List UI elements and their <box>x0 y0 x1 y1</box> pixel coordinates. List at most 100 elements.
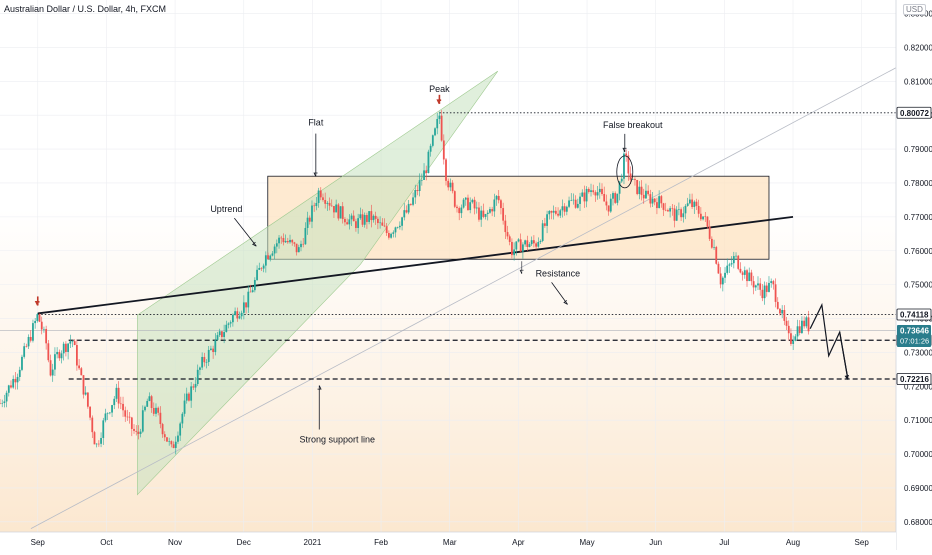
y-tick-label: 0.77000 <box>904 213 932 222</box>
candle-body <box>673 208 676 221</box>
candle-up <box>231 313 234 327</box>
candle-body <box>49 360 52 376</box>
candle-down <box>212 345 215 359</box>
x-tick-label: Sep <box>855 538 870 547</box>
candle-body <box>84 392 87 395</box>
candle-up <box>489 206 491 214</box>
candle-body <box>574 199 577 208</box>
price-axis-bg <box>896 0 932 550</box>
candle-body <box>680 209 682 218</box>
candle-down <box>374 211 377 225</box>
candle-up <box>71 340 74 348</box>
candle-body <box>737 255 740 269</box>
candle-body <box>482 210 485 217</box>
candle-down <box>704 212 707 222</box>
candle-body <box>271 253 274 256</box>
candle-body <box>401 217 403 226</box>
candle-body <box>335 204 338 213</box>
candle-up <box>796 319 799 340</box>
candle-body <box>719 273 722 285</box>
candle-up <box>357 213 360 234</box>
candle-down <box>467 194 469 211</box>
candle-up <box>770 278 773 288</box>
candle-up <box>631 178 634 180</box>
support-trendline <box>30 67 897 529</box>
candle-body <box>25 346 28 347</box>
y-tick-label: 0.82000 <box>904 43 932 52</box>
candle-down <box>236 307 239 322</box>
candle-down <box>500 198 502 215</box>
candle-body <box>242 302 245 313</box>
candle-body <box>623 153 625 179</box>
candle-up <box>598 182 601 199</box>
candle-down <box>697 199 700 218</box>
currency-label[interactable]: USD <box>903 4 926 15</box>
candle-body <box>794 336 797 341</box>
candle-body <box>471 199 474 203</box>
candle-down <box>135 425 138 436</box>
candle-down <box>188 392 190 402</box>
candle-body <box>113 398 116 406</box>
candle-down <box>497 189 500 204</box>
candle-up <box>32 319 34 343</box>
candle-body <box>785 320 788 326</box>
candle-down <box>163 431 166 442</box>
annotation-resistance-arrow-shaft <box>551 282 568 305</box>
candle-down <box>774 278 777 308</box>
candle-body <box>240 312 243 317</box>
candle-up <box>256 265 258 282</box>
peak-arrow-icon <box>34 296 40 306</box>
candle-body <box>691 199 693 208</box>
candle-up <box>418 173 421 197</box>
candle-body <box>313 205 316 207</box>
candle-body <box>669 208 672 212</box>
candle-body <box>403 210 406 218</box>
candle-body <box>69 341 72 344</box>
candle-down <box>642 188 645 204</box>
candle-body <box>286 241 289 243</box>
candle-down <box>680 207 682 222</box>
candle-body <box>739 268 742 273</box>
x-tick-label: Aug <box>786 538 800 547</box>
candle-body <box>715 247 718 264</box>
candle-body <box>350 215 353 220</box>
candle-body <box>511 241 513 256</box>
candle-body <box>95 443 98 445</box>
candle-up <box>651 192 654 207</box>
candle-up <box>34 317 37 329</box>
time-axis-bg <box>0 532 896 550</box>
candle-up <box>427 149 430 174</box>
candle-up <box>216 331 219 341</box>
candle-down <box>161 422 164 438</box>
candle-body <box>144 406 146 411</box>
projection-arrow-shaft <box>839 331 849 380</box>
candle-body <box>658 196 661 209</box>
candle-up <box>18 366 21 382</box>
candle-up <box>541 220 544 243</box>
candle-body <box>264 255 267 266</box>
candle-body <box>238 316 241 319</box>
x-tick-label: Jun <box>649 538 662 547</box>
candle-up <box>317 187 320 208</box>
candle-down <box>322 193 324 202</box>
candle-body <box>372 215 375 221</box>
candle-up <box>475 201 478 214</box>
candle-up <box>379 216 381 229</box>
candle-up <box>522 242 524 259</box>
candle-body <box>119 403 122 405</box>
candle-up <box>102 417 105 445</box>
candle-body <box>469 202 472 211</box>
candle-body <box>660 196 663 204</box>
candle-body <box>297 247 300 253</box>
candle-body <box>702 216 704 220</box>
candle-up <box>269 254 272 262</box>
candle-down <box>425 165 428 181</box>
candle-body <box>649 194 652 204</box>
candle-body <box>759 283 762 290</box>
candle-body <box>36 314 39 321</box>
candle-body <box>381 222 384 226</box>
candle-body <box>695 201 698 206</box>
candle-body <box>774 284 777 302</box>
